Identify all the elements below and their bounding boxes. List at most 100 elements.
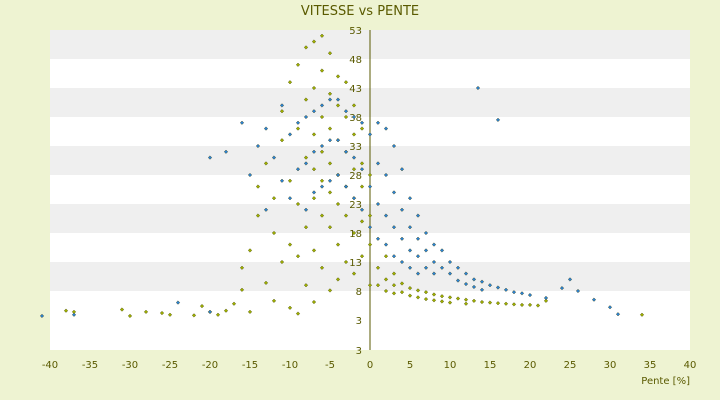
data-point xyxy=(335,138,341,143)
data-point xyxy=(447,259,453,265)
y-tick-label: 33 xyxy=(349,142,362,153)
x-tick-label: -15 xyxy=(242,360,258,371)
data-point xyxy=(407,248,413,253)
data-point xyxy=(255,143,261,149)
data-point xyxy=(327,97,333,102)
data-point xyxy=(367,213,373,218)
data-point xyxy=(447,300,453,305)
data-point xyxy=(295,126,301,131)
x-tick-label: 30 xyxy=(604,360,617,371)
y-tick-label: 43 xyxy=(349,84,362,95)
data-point xyxy=(367,225,373,230)
data-point xyxy=(607,305,613,310)
data-point xyxy=(415,295,421,300)
data-point xyxy=(335,201,341,207)
data-point xyxy=(319,213,325,218)
x-tick-label: 15 xyxy=(484,360,497,371)
data-point xyxy=(279,259,285,265)
x-tick-label: -10 xyxy=(282,360,298,371)
data-point xyxy=(351,271,357,276)
data-point xyxy=(295,120,301,125)
data-point xyxy=(311,248,317,253)
data-point xyxy=(167,312,173,317)
x-axis-label: Pente [%] xyxy=(641,376,690,387)
data-point xyxy=(415,236,421,241)
x-tick-label: -5 xyxy=(325,360,335,371)
data-point xyxy=(399,259,405,265)
y-tick-label: 53 xyxy=(349,26,362,37)
x-tick-label: 0 xyxy=(367,360,373,371)
data-point xyxy=(311,167,317,172)
data-point xyxy=(487,283,493,288)
data-point xyxy=(239,287,245,292)
data-point xyxy=(303,225,309,230)
data-point xyxy=(287,196,293,201)
series-blue-points xyxy=(39,85,621,319)
data-point xyxy=(407,265,413,270)
data-point xyxy=(287,305,293,310)
data-point xyxy=(391,291,397,296)
data-point xyxy=(391,271,397,276)
data-point xyxy=(511,302,517,307)
data-point xyxy=(351,132,357,137)
data-point xyxy=(127,313,133,319)
data-point xyxy=(455,278,461,283)
data-point xyxy=(327,126,333,131)
data-point xyxy=(311,85,317,91)
data-point xyxy=(319,33,325,38)
data-point xyxy=(303,45,309,50)
data-point xyxy=(279,178,285,183)
data-point xyxy=(383,242,389,247)
data-point xyxy=(327,190,333,195)
data-point xyxy=(431,271,437,276)
y-tick-label: 28 xyxy=(349,171,362,182)
data-point xyxy=(399,236,405,241)
data-point xyxy=(407,286,413,291)
data-point xyxy=(423,290,429,295)
data-point xyxy=(431,292,437,297)
data-point xyxy=(199,303,205,309)
data-point xyxy=(319,143,325,149)
data-point xyxy=(383,254,389,259)
data-point xyxy=(159,310,165,316)
data-point xyxy=(423,297,429,302)
data-point xyxy=(407,293,413,298)
data-point xyxy=(351,114,357,120)
data-point xyxy=(319,184,325,189)
data-point xyxy=(247,309,253,314)
data-point xyxy=(423,230,429,236)
data-point xyxy=(255,213,261,218)
data-point xyxy=(475,85,481,91)
data-point xyxy=(63,308,69,313)
data-point xyxy=(479,279,485,284)
data-point xyxy=(375,236,381,241)
data-point xyxy=(487,300,493,305)
data-point xyxy=(463,281,469,287)
data-point xyxy=(479,287,485,292)
data-point xyxy=(287,132,293,137)
x-tick-label: 20 xyxy=(524,360,537,371)
data-point xyxy=(447,295,453,300)
data-point xyxy=(479,299,485,305)
y-tick-label: 18 xyxy=(349,229,362,240)
x-tick-label: 10 xyxy=(444,360,457,371)
data-point xyxy=(279,138,285,143)
data-point xyxy=(455,296,461,301)
data-point xyxy=(591,297,597,302)
data-point xyxy=(287,178,293,183)
data-point xyxy=(327,161,333,166)
data-point xyxy=(319,68,325,73)
data-point xyxy=(415,271,421,276)
data-point xyxy=(359,161,365,166)
data-point xyxy=(271,155,277,160)
data-point xyxy=(511,290,517,295)
data-point xyxy=(263,126,269,131)
data-point xyxy=(503,301,509,306)
data-point xyxy=(255,184,261,189)
data-point xyxy=(311,196,317,201)
data-point xyxy=(391,225,397,230)
data-point xyxy=(359,254,365,259)
data-point xyxy=(239,120,245,125)
data-point xyxy=(247,248,253,253)
